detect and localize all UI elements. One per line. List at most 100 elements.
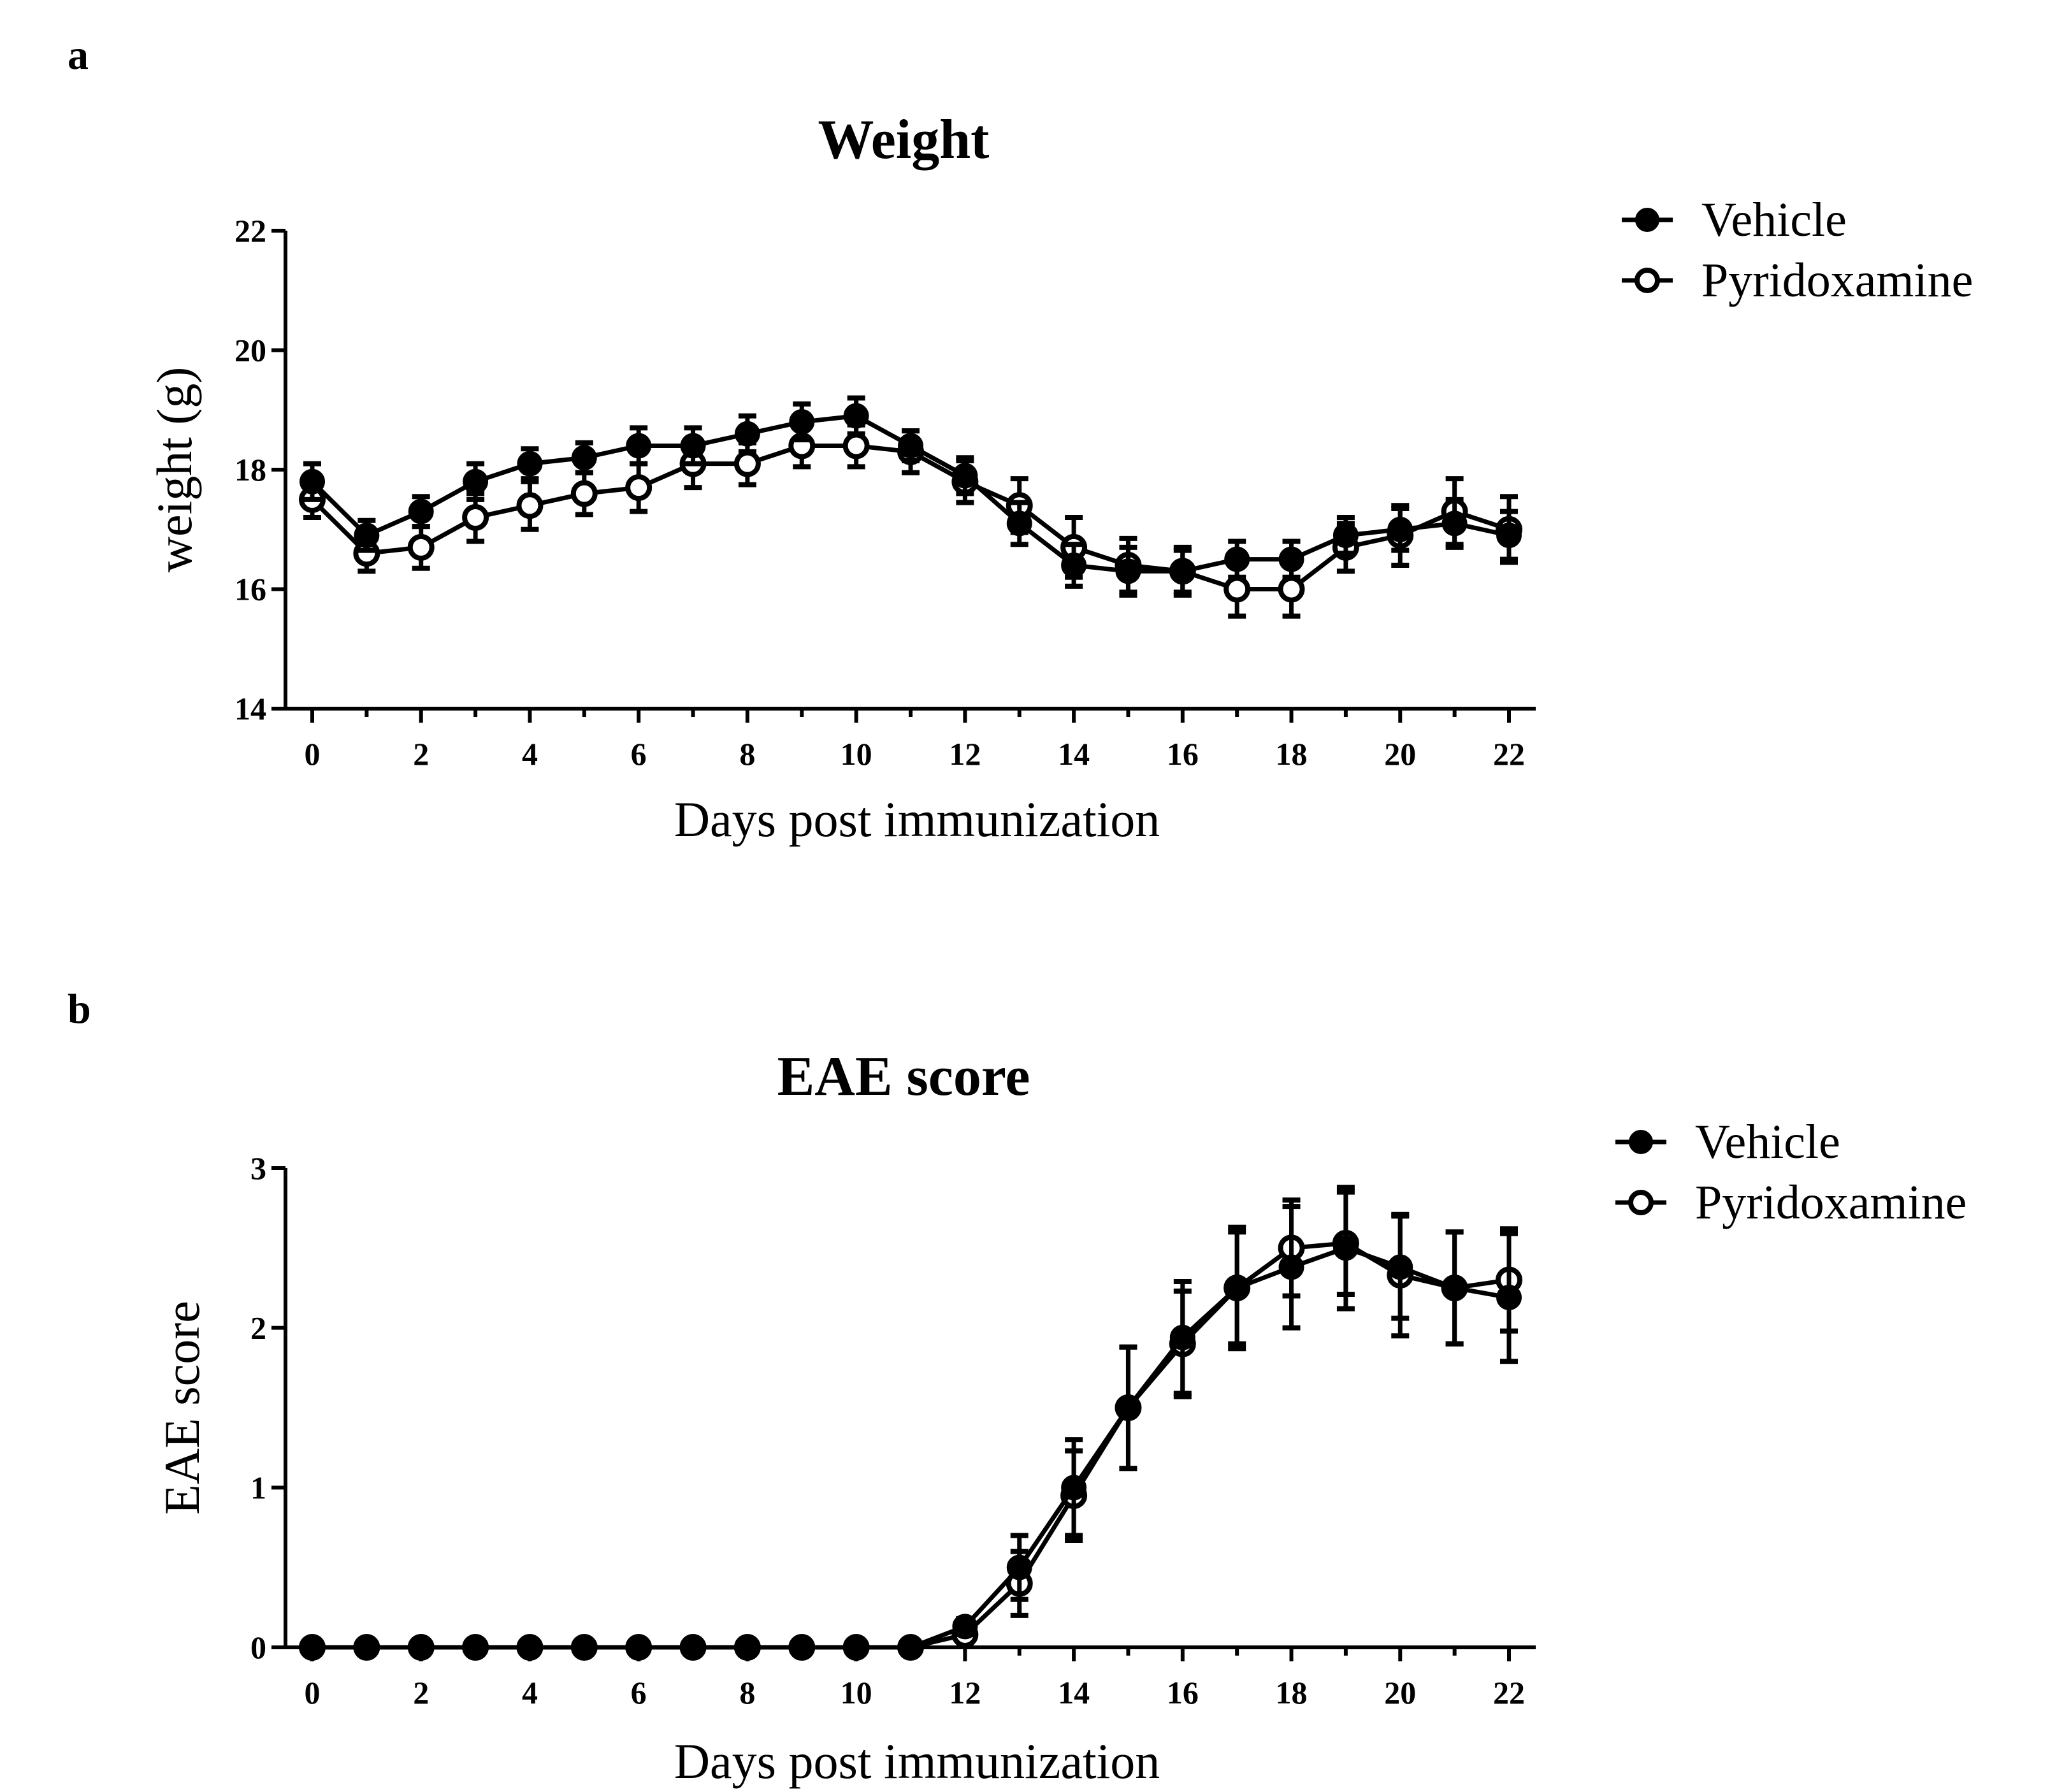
x-tick-label: 22 — [1493, 1675, 1525, 1710]
chart-title: EAE score — [777, 1046, 1030, 1108]
data-point — [734, 1635, 760, 1660]
x-tick-label: 12 — [949, 736, 981, 772]
data-point — [354, 523, 380, 549]
legend-label: Vehicle — [1695, 1115, 1840, 1169]
data-point — [1441, 1275, 1468, 1301]
data-point — [1006, 510, 1032, 537]
weight-chart: Weight 14 16 18 20 22 0 2 4 6 8 10 12 14 16 18 20 22 Days … — [147, 109, 1973, 847]
x-tick-label: 16 — [1167, 736, 1199, 772]
data-point — [680, 433, 706, 459]
data-point — [1387, 1254, 1413, 1280]
data-point — [898, 433, 923, 459]
data-point — [354, 1635, 380, 1660]
legend-marker — [1635, 208, 1659, 232]
data-point — [517, 1635, 543, 1660]
x-tick-label: 8 — [739, 736, 755, 772]
y-tick-label: 20 — [235, 333, 266, 368]
data-point — [1224, 1275, 1250, 1301]
data-point — [1169, 558, 1195, 584]
y-tick-label: 18 — [235, 452, 266, 488]
data-point — [625, 474, 653, 502]
data-point — [1496, 1285, 1522, 1311]
x-tick-label: 8 — [739, 1675, 755, 1710]
data-point — [842, 432, 870, 459]
data-point — [571, 1635, 597, 1660]
data-point — [1223, 575, 1251, 603]
legend-marker — [1628, 1190, 1654, 1215]
x-tick-label: 0 — [305, 736, 321, 772]
data-point — [1387, 516, 1413, 542]
chart-title: Weight — [818, 109, 990, 171]
data-point — [408, 1635, 434, 1660]
data-point — [1061, 553, 1087, 578]
x-tick-label: 18 — [1276, 736, 1308, 772]
data-point — [843, 403, 869, 429]
data-point — [789, 1635, 815, 1660]
data-point — [408, 498, 434, 524]
data-point — [1278, 546, 1304, 572]
data-point — [1332, 523, 1359, 549]
x-tick-label: 6 — [631, 736, 647, 772]
y-tick-label: 0 — [250, 1629, 266, 1665]
data-point — [1278, 1254, 1304, 1280]
data-point — [626, 1635, 652, 1660]
data-point — [1006, 1554, 1032, 1580]
y-tick-label: 2 — [250, 1310, 266, 1346]
data-point — [626, 433, 652, 459]
x-tick-label: 0 — [305, 1675, 321, 1710]
data-point — [1278, 575, 1305, 603]
data-point — [1169, 1324, 1195, 1350]
data-point — [680, 1635, 706, 1660]
x-tick-label: 22 — [1493, 736, 1525, 772]
x-tick-label: 14 — [1058, 736, 1090, 772]
data-point — [570, 480, 598, 507]
data-point — [1496, 523, 1522, 549]
x-tick-label: 2 — [413, 736, 429, 772]
data-point — [898, 1635, 923, 1660]
data-point — [734, 421, 760, 447]
legend-item-vehicle: Vehicle — [1622, 193, 1847, 247]
legend-item-pyridoxamine: Pyridoxamine — [1622, 254, 1973, 307]
legend-label: Pyridoxamine — [1695, 1176, 1967, 1229]
data-point — [733, 450, 761, 477]
data-point — [1061, 1475, 1087, 1501]
legend-item-vehicle: Vehicle — [1615, 1115, 1840, 1169]
series-vehicle — [300, 1185, 1522, 1660]
y-axis-title: EAE score — [154, 1301, 210, 1515]
y-axis-title: weight (g) — [147, 367, 202, 573]
data-point — [1332, 1235, 1359, 1261]
data-point — [952, 1614, 978, 1640]
y-tick-label: 22 — [235, 213, 266, 249]
x-tick-label: 4 — [522, 736, 538, 772]
data-point — [517, 451, 543, 477]
legend-marker — [1629, 1130, 1653, 1154]
data-point — [516, 492, 544, 519]
x-axis-title: Days post immunization — [674, 1733, 1160, 1789]
series-vehicle — [300, 395, 1522, 598]
x-tick-label: 4 — [522, 1675, 538, 1710]
x-tick-label: 18 — [1276, 1675, 1308, 1710]
data-point — [462, 504, 489, 531]
data-point — [1224, 546, 1250, 572]
x-tick-label: 10 — [841, 1675, 872, 1710]
legend-marker — [1635, 268, 1660, 293]
x-tick-label: 12 — [949, 1675, 981, 1710]
panel-letter-b: b — [68, 986, 91, 1032]
data-point — [463, 1635, 489, 1660]
y-tick-label: 16 — [235, 572, 266, 607]
series-line — [312, 1241, 1510, 1650]
data-point — [407, 533, 435, 561]
x-tick-label: 6 — [631, 1675, 647, 1710]
x-tick-label: 16 — [1167, 1675, 1199, 1710]
legend-item-pyridoxamine: Pyridoxamine — [1615, 1176, 1967, 1229]
data-point — [463, 468, 489, 495]
series-pyridoxamine — [299, 1189, 1522, 1661]
legend-label: Pyridoxamine — [1701, 254, 1973, 307]
data-point — [952, 463, 978, 489]
data-point — [300, 468, 325, 495]
data-point — [843, 1635, 869, 1660]
data-point — [1115, 558, 1141, 584]
data-point — [1441, 510, 1468, 537]
